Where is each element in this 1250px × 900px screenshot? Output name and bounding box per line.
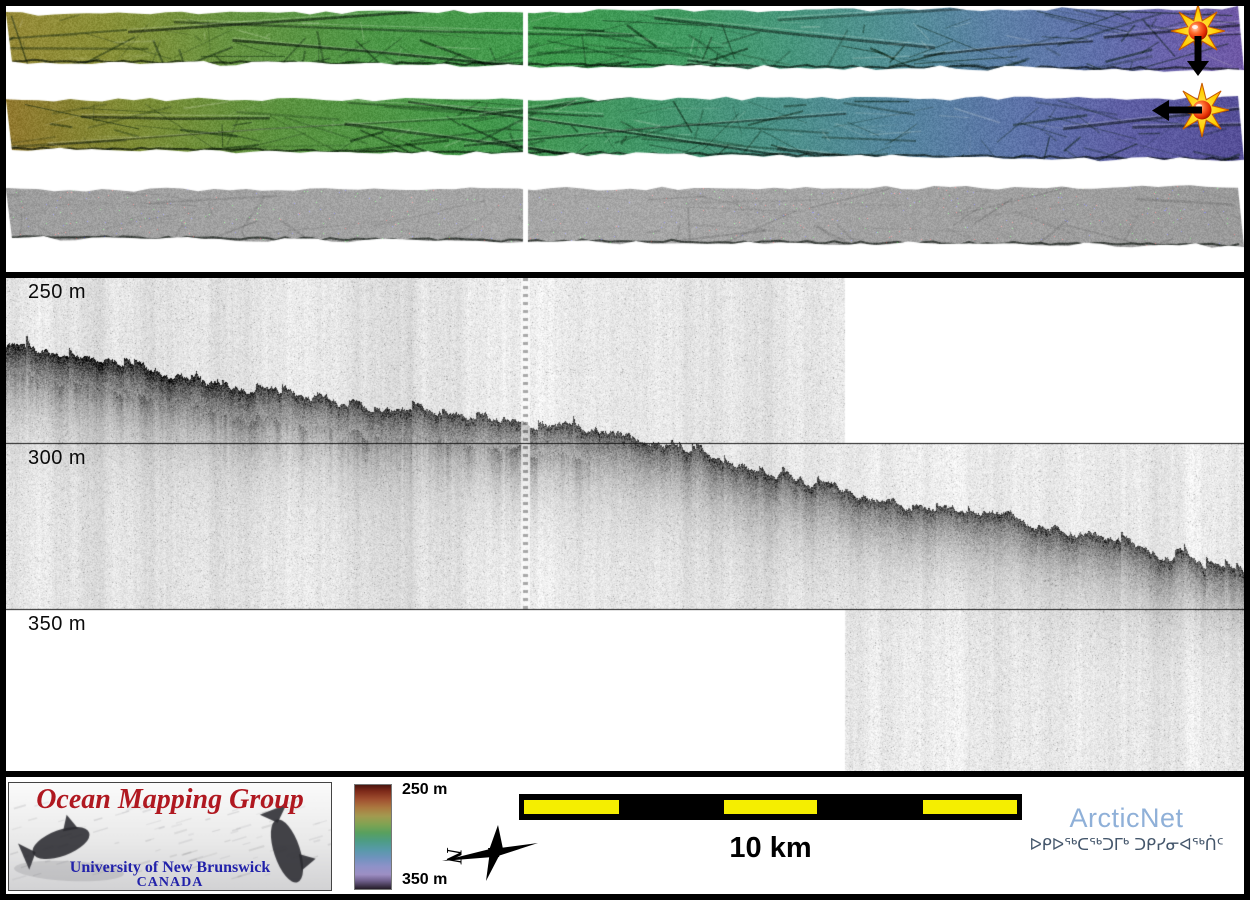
- scale-bar-yellow-segment: [724, 800, 817, 814]
- north-arrow-icon: N: [442, 825, 538, 881]
- north-letter: N: [442, 847, 467, 865]
- echogram-canvas: [6, 278, 1244, 771]
- swath-section: [6, 6, 1244, 272]
- scale-bar-yellow-segment: [524, 800, 619, 814]
- scale-bar-label: 10 km: [729, 832, 812, 864]
- echogram-section: 250 m 300 m 350 m: [6, 272, 1244, 777]
- ocean-mapping-group-logo: Ocean Mapping Group University of New Br…: [8, 782, 332, 891]
- depth-label-300m: 300 m: [28, 447, 87, 469]
- omg-university: University of New Brunswick: [69, 859, 271, 876]
- omg-logo-background: [9, 783, 331, 890]
- colorbar-top-label: 250 m: [402, 781, 448, 798]
- legend-bar: Ocean Mapping Group University of New Br…: [6, 777, 1244, 894]
- omg-country: CANADA: [136, 875, 204, 890]
- arcticnet-inuktitut-text: ᐅᑭᐅᖅᑕᖅᑐᒥᒃ ᑐᑭᓯᓂᐊᖅᑏᑦ: [1029, 835, 1224, 854]
- arcticnet-logo: ArcticNet ᐅᑭᐅᖅᑕᖅᑐᒥᒃ ᑐᑭᓯᓂᐊᖅᑏᑦ: [1001, 803, 1244, 855]
- arcticnet-name: ArcticNet: [1069, 803, 1184, 833]
- depth-colorbar: [354, 784, 392, 890]
- omg-title: Ocean Mapping Group: [36, 784, 304, 815]
- bathymetry-swaths-canvas: [6, 6, 1244, 272]
- scale-bar-yellow-segment: [923, 800, 1017, 814]
- depth-label-250m: 250 m: [28, 281, 87, 303]
- depth-label-350m: 350 m: [28, 613, 87, 635]
- colorbar-bottom-label: 350 m: [402, 871, 448, 888]
- scale-bar: [519, 794, 1022, 820]
